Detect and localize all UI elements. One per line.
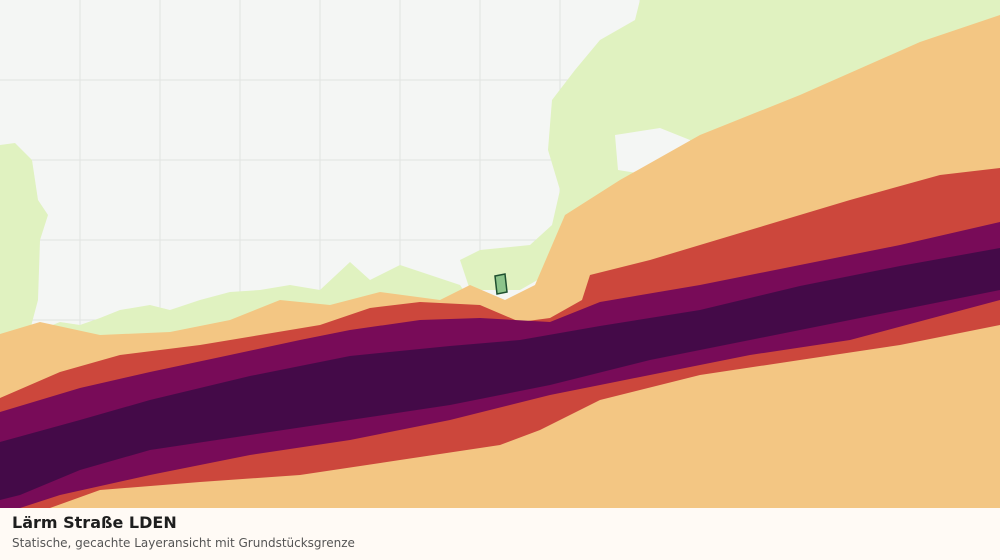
parcel-boundary (494, 273, 508, 295)
layer-title: Lärm Straße LDEN (12, 513, 177, 532)
layer-subtitle: Statische, gecachte Layeransicht mit Gru… (12, 536, 355, 550)
noise-map (0, 0, 1000, 508)
caption-bar: Lärm Straße LDEN Statische, gecachte Lay… (0, 508, 1000, 560)
noise-band-70 (0, 248, 1000, 500)
